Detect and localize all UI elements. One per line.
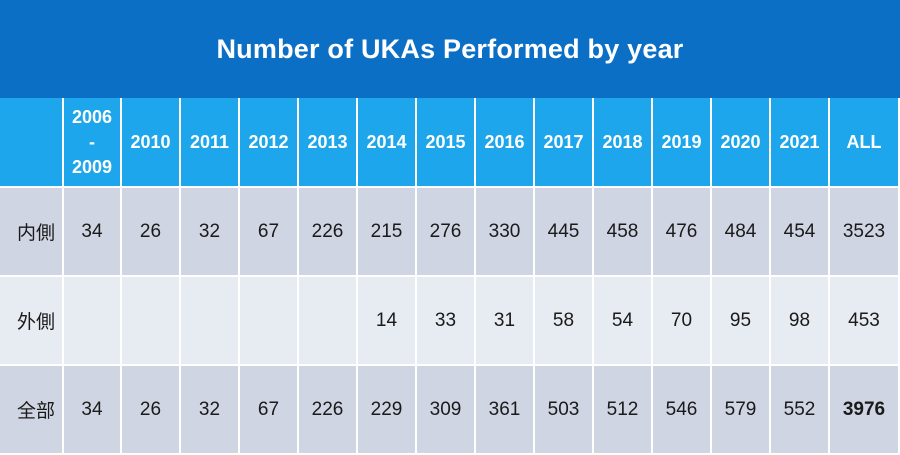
table-cell: 3976 <box>829 365 900 455</box>
column-header: 2016 <box>475 98 535 188</box>
table-cell <box>63 276 122 366</box>
table-cell <box>121 276 181 366</box>
table-cell: 26 <box>121 365 181 455</box>
header-corner-cell <box>0 98 64 188</box>
column-header: 2010 <box>121 98 181 188</box>
table-cell: 14 <box>357 276 417 366</box>
table-cell: 98 <box>770 276 830 366</box>
chart-title: Number of UKAs Performed by year <box>216 33 684 64</box>
table-cell: 579 <box>711 365 771 455</box>
table-row: 外側 14 33 31 58 54 70 95 98 453 <box>0 276 900 366</box>
table-cell <box>180 276 240 366</box>
table-body: 内側 34 26 32 67 226 215 276 330 445 458 476 484 454 352… <box>0 187 900 455</box>
table-cell: 32 <box>180 365 240 455</box>
table-cell: 454 <box>770 187 830 277</box>
table-row: 全部 34 26 32 67 226 229 309 361 503 512 546 579 552 397… <box>0 365 900 455</box>
table-cell: 361 <box>475 365 535 455</box>
table-cell <box>239 276 299 366</box>
table-cell: 31 <box>475 276 535 366</box>
table-cell: 33 <box>416 276 476 366</box>
table-cell: 58 <box>534 276 594 366</box>
column-header: 2006-2009 <box>63 98 122 188</box>
table-cell: 32 <box>180 187 240 277</box>
row-label: 全部 <box>0 365 64 455</box>
column-header: 2018 <box>593 98 653 188</box>
table-cell: 70 <box>652 276 712 366</box>
row-label: 外側 <box>0 276 64 366</box>
table-cell: 34 <box>63 365 122 455</box>
column-header: 2012 <box>239 98 299 188</box>
table-cell: 226 <box>298 365 358 455</box>
table-row: 内側 34 26 32 67 226 215 276 330 445 458 476 484 454 352… <box>0 187 900 277</box>
table-cell: 215 <box>357 187 417 277</box>
column-header: 2019 <box>652 98 712 188</box>
table-cell: 229 <box>357 365 417 455</box>
table-cell <box>298 276 358 366</box>
column-header: 2020 <box>711 98 771 188</box>
table-cell: 458 <box>593 187 653 277</box>
column-header: ALL <box>829 98 900 188</box>
column-header: 2011 <box>180 98 240 188</box>
table-cell: 503 <box>534 365 594 455</box>
table-cell: 552 <box>770 365 830 455</box>
table-cell: 453 <box>829 276 900 366</box>
table-cell: 3523 <box>829 187 900 277</box>
column-header: 2017 <box>534 98 594 188</box>
table-cell: 330 <box>475 187 535 277</box>
table-cell: 34 <box>63 187 122 277</box>
table-cell: 476 <box>652 187 712 277</box>
table-cell: 26 <box>121 187 181 277</box>
table-cell: 226 <box>298 187 358 277</box>
table-cell: 67 <box>239 187 299 277</box>
table-cell: 54 <box>593 276 653 366</box>
table-cell: 484 <box>711 187 771 277</box>
table-cell: 276 <box>416 187 476 277</box>
table-cell: 95 <box>711 276 771 366</box>
column-header: 2021 <box>770 98 830 188</box>
header-row: 2006-2009 2010 2011 2012 2013 2014 2015 2016 201… <box>0 98 900 188</box>
column-header: 2014 <box>357 98 417 188</box>
table-cell: 445 <box>534 187 594 277</box>
uka-table: 2006-2009 2010 2011 2012 2013 2014 2015 2016 201… <box>0 98 900 455</box>
title-bar: Number of UKAs Performed by year <box>0 0 900 98</box>
table-cell: 512 <box>593 365 653 455</box>
column-header: 2013 <box>298 98 358 188</box>
table-cell: 67 <box>239 365 299 455</box>
table-cell: 546 <box>652 365 712 455</box>
row-label: 内側 <box>0 187 64 277</box>
table-cell: 309 <box>416 365 476 455</box>
column-header: 2015 <box>416 98 476 188</box>
